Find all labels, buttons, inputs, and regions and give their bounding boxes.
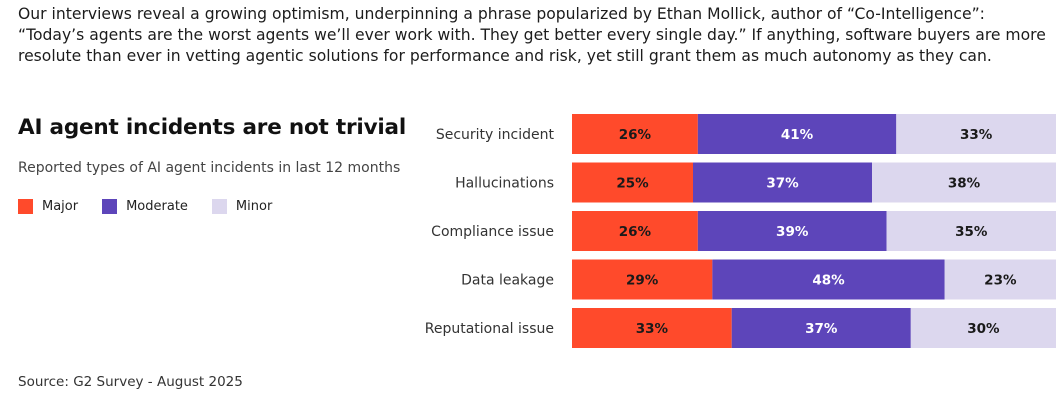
source-note: Source: G2 Survey - August 2025 [18, 374, 243, 390]
data-label-data-leakage-major: 29% [626, 273, 659, 289]
data-label-security-incident-major: 26% [619, 127, 652, 143]
bar-segment-reputational-issue-minor [910, 308, 1056, 348]
bar-segment-data-leakage-major [572, 259, 713, 300]
legend-label-major: Major [42, 199, 79, 214]
data-label-security-incident-minor: 33% [960, 127, 993, 143]
legend-swatch-moderate [102, 199, 118, 214]
chart-title: AI agent incidents are not trivial [18, 115, 407, 140]
intro-paragraph: Our interviews reveal a growing optimism… [18, 4, 1048, 67]
data-label-reputational-issue-moderate: 37% [805, 321, 838, 337]
bar-segment-compliance-issue-major [572, 211, 698, 251]
legend-item-minor: Minor [211, 199, 273, 214]
bar-segment-hallucinations-major [572, 162, 693, 203]
data-label-hallucinations-moderate: 37% [766, 176, 799, 192]
bar-segment-reputational-issue-moderate [731, 308, 911, 348]
bar-segment-data-leakage-minor [944, 259, 1056, 300]
data-label-security-incident-moderate: 41% [781, 127, 814, 143]
data-label-data-leakage-minor: 23% [984, 273, 1017, 289]
category-label-data-leakage: Data leakage [461, 273, 554, 289]
bar-segment-hallucinations-moderate [693, 162, 873, 203]
category-label-reputational-issue: Reputational issue [425, 321, 554, 337]
chart-legend: Major Moderate Minor [18, 199, 296, 214]
bar-segment-security-incident-major [572, 114, 698, 154]
bar-segment-reputational-issue-major [572, 308, 732, 348]
legend-swatch-major [18, 199, 33, 214]
data-label-compliance-issue-moderate: 39% [776, 224, 809, 240]
data-label-hallucinations-minor: 38% [948, 176, 981, 192]
legend-item-moderate: Moderate [102, 199, 188, 214]
chart-subtitle: Reported types of AI agent incidents in … [18, 160, 401, 176]
data-label-reputational-issue-major: 33% [636, 321, 669, 337]
bar-segment-hallucinations-minor [872, 162, 1056, 203]
legend-item-major: Major [18, 199, 78, 214]
intro-text: Our interviews reveal a growing optimism… [18, 5, 1046, 65]
bar-segment-data-leakage-moderate [712, 259, 945, 300]
category-label-compliance-issue: Compliance issue [431, 224, 554, 240]
bar-segment-security-incident-minor [896, 114, 1056, 154]
data-label-reputational-issue-minor: 30% [967, 321, 1000, 337]
bar-segment-compliance-issue-minor [886, 211, 1056, 251]
legend-label-moderate: Moderate [126, 199, 188, 214]
data-label-data-leakage-moderate: 48% [812, 273, 845, 289]
bar-segment-security-incident-moderate [697, 114, 897, 154]
data-label-compliance-issue-minor: 35% [955, 224, 988, 240]
legend-label-minor: Minor [235, 199, 273, 214]
category-label-security-incident: Security incident [436, 127, 555, 143]
data-label-compliance-issue-major: 26% [619, 224, 652, 240]
data-label-hallucinations-major: 25% [616, 176, 649, 192]
legend-swatch-minor [211, 199, 227, 214]
category-label-hallucinations: Hallucinations [455, 176, 554, 192]
bar-segment-compliance-issue-moderate [697, 211, 887, 251]
